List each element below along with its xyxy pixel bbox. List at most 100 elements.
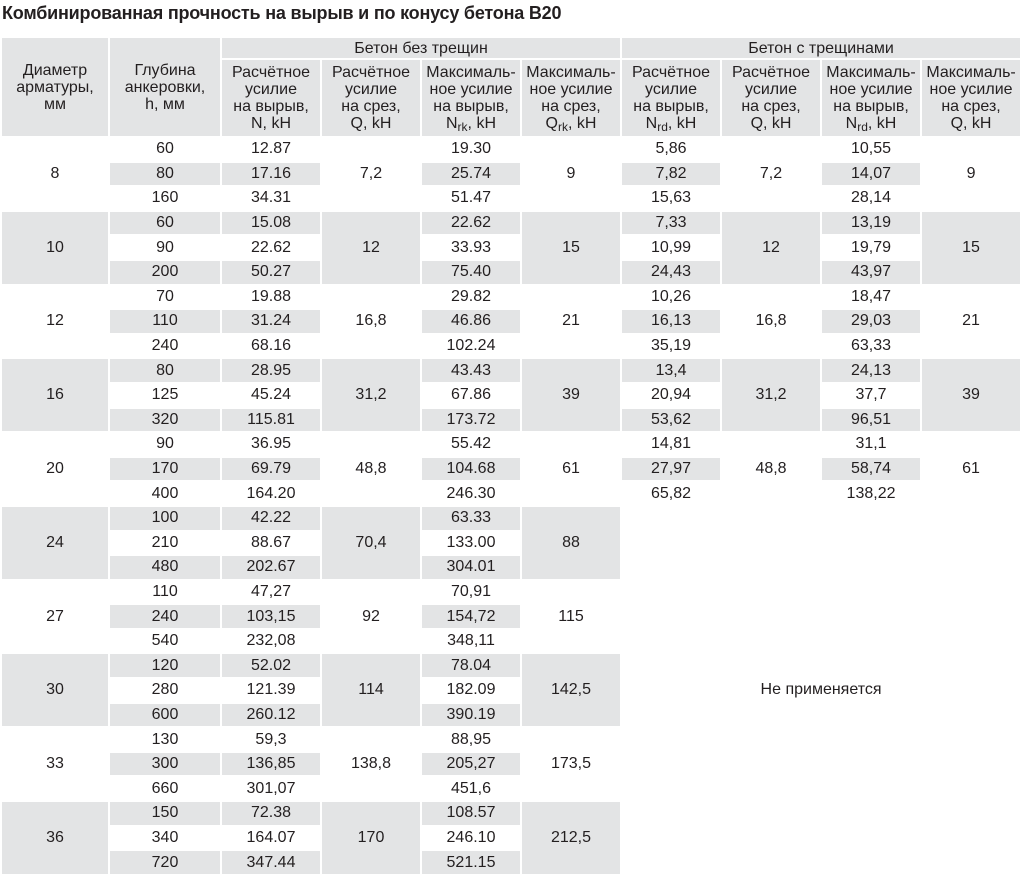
cell-pullout-design: 17.16	[222, 162, 320, 186]
cell-pullout-design: 28.95	[222, 359, 320, 382]
table-row: 36 150 72.38 170 108.57 212,5	[2, 802, 1020, 874]
cell-depth: 110	[152, 582, 178, 600]
cell-pullout-design: 31.24	[222, 310, 320, 333]
table-row: 340 164.07 246.10	[2, 827, 1020, 850]
page-title: Комбинированная прочность на вырыв и по …	[2, 3, 562, 23]
cell-cracked-pullout-design: 15,63	[650, 189, 692, 207]
cell-shear-design: 48,8	[355, 460, 387, 478]
cell-depth: 240	[151, 337, 179, 355]
cell-cracked-pullout-max: 29,03	[822, 310, 921, 333]
table-row: 240 103,15 154,72	[2, 605, 1020, 628]
cell-cracked-pullout-max: 58,74	[822, 457, 921, 481]
cell-shear-max: 173,5	[550, 755, 592, 773]
table-row: 280 121.39 182.09	[2, 679, 1020, 702]
cell-pullout-max: 246.30	[446, 484, 496, 502]
cell-depth: 80	[110, 359, 220, 382]
cell-depth: 240	[110, 605, 220, 628]
cell-depth: 60	[156, 140, 174, 158]
cell-depth: 660	[151, 779, 179, 797]
table-row: 300 136,85 205,27	[2, 752, 1020, 776]
cell-cracked-pullout-design: 5,86	[655, 140, 687, 158]
table-row: 720 347.44 521.15	[2, 851, 1020, 874]
cell-diameter: 24	[2, 506, 108, 579]
cell-pullout-max: 154,72	[422, 605, 520, 628]
cell-pullout-design: 301,07	[246, 779, 296, 797]
cell-pullout-max: 19.30	[450, 140, 492, 158]
cell-pullout-max: 205,27	[422, 752, 520, 776]
cell-shear-max: 115	[558, 607, 584, 625]
cell-cracked-pullout-max: 63,33	[850, 337, 892, 355]
cell-pullout-max: 304.01	[422, 556, 520, 579]
cell-shear-design: 170	[322, 802, 420, 874]
cell-pullout-design: 12.87	[250, 140, 292, 158]
cell-depth: 600	[110, 703, 220, 727]
table-row: 33 130 59,3 138,8 88,95 173,5	[2, 728, 1020, 773]
cell-cracked-pullout-design: 7,82	[622, 162, 721, 186]
cell-cracked-pullout-max: 43,97	[822, 260, 921, 284]
cell-shear-design: 12	[322, 211, 420, 284]
header-cracked-pullout-design: Расчётное усилие на вырыв, Nrd, kH	[622, 60, 721, 136]
cell-shear-design: 70,4	[322, 506, 420, 579]
cell-cracked-pullout-max: 96,51	[822, 408, 921, 432]
cell-cracked-pullout-design: 13,4	[622, 359, 721, 382]
table-row: 80 17.16 25.74 7,82 14,07	[2, 162, 1020, 186]
cell-diameter: 33	[46, 755, 64, 773]
cell-shear-design: 114	[322, 654, 420, 727]
cell-cracked-pullout-design: 10,99	[650, 238, 692, 256]
header-cracks: Бетон с трещинами	[622, 38, 1021, 58]
cell-pullout-max: 29.82	[450, 287, 492, 305]
header-diameter: Диаметр арматуры, мм	[2, 38, 108, 136]
cell-depth: 160	[151, 189, 179, 207]
cell-depth: 200	[110, 260, 220, 284]
cell-cracked-pullout-max: 18,47	[850, 287, 892, 305]
cell-depth: 320	[110, 408, 220, 432]
cell-shear-design: 7,2	[359, 164, 383, 182]
table-row: 600 260.12 390.19	[2, 703, 1020, 727]
cell-cracked-pullout-design: 65,82	[650, 484, 692, 502]
cell-shear-max: 9	[566, 164, 576, 182]
cell-cracked-pullout-max: 14,07	[822, 162, 921, 186]
cell-pullout-design: 69.79	[222, 457, 320, 481]
cell-cracked-shear-design: 48,8	[755, 460, 787, 478]
cell-pullout-design: 22.62	[250, 238, 292, 256]
cell-cracked-shear-max: 15	[922, 211, 1021, 284]
cell-cracked-pullout-max: 31,1	[855, 435, 887, 453]
cell-pullout-design: 121.39	[246, 681, 296, 699]
cell-pullout-max: 108.57	[422, 802, 520, 825]
table-row: 24 100 42.22 70,4 63.33 88 Не применяется	[2, 506, 1020, 698]
table-row: 12 70 19.88 16,8 29.82 21 10,26 16,8 18,47 21	[2, 286, 1020, 330]
cell-pullout-max: 88,95	[450, 730, 492, 748]
cell-cracked-pullout-max: 37,7	[855, 386, 887, 404]
cell-diameter: 16	[2, 359, 108, 432]
cell-pullout-max: 78.04	[422, 654, 520, 678]
cell-cracked-pullout-design: 27,97	[622, 457, 721, 481]
cell-cracked-pullout-max: 24,13	[822, 359, 921, 382]
cell-cracked-shear-design: 31,2	[722, 359, 821, 432]
cell-depth: 400	[151, 484, 179, 502]
cell-shear-design: 31,2	[322, 359, 420, 432]
cell-pullout-design: 34.31	[250, 189, 292, 207]
table-row: 320 115.81 173.72 53,62 96,51	[2, 408, 1020, 432]
cell-cracked-shear-max: 61	[962, 460, 980, 478]
table-row: 210 88.67 133.00	[2, 532, 1020, 555]
table-row: 20 90 36.95 48,8 55.42 61 14,81 48,8 31,1 61	[2, 433, 1020, 477]
cell-pullout-max: 67.86	[450, 386, 492, 404]
cell-depth: 280	[151, 681, 179, 699]
cell-pullout-design: 232,08	[246, 632, 296, 650]
cell-shear-design: 138,8	[350, 755, 392, 773]
cell-shear-max: 15	[522, 211, 621, 284]
cell-depth: 170	[110, 457, 220, 481]
table-row: 540 232,08 348,11	[2, 630, 1020, 653]
cell-pullout-max: 25.74	[422, 162, 520, 186]
cell-depth: 540	[151, 632, 179, 650]
cell-depth: 300	[110, 752, 220, 776]
cell-pullout-max: 521.15	[422, 851, 520, 874]
header-cracked-shear-max: Максималь-ное усилие на срез, Q, kH	[922, 60, 1021, 136]
cell-cracked-pullout-design: 7,33	[622, 211, 721, 235]
cell-depth: 125	[151, 386, 179, 404]
cell-shear-design: 92	[362, 607, 380, 625]
cell-pullout-design: 136,85	[222, 752, 320, 776]
cell-pullout-design: 19.88	[250, 287, 292, 305]
cell-pullout-max: 70,91	[450, 582, 492, 600]
cell-cracked-pullout-design: 20,94	[650, 386, 692, 404]
